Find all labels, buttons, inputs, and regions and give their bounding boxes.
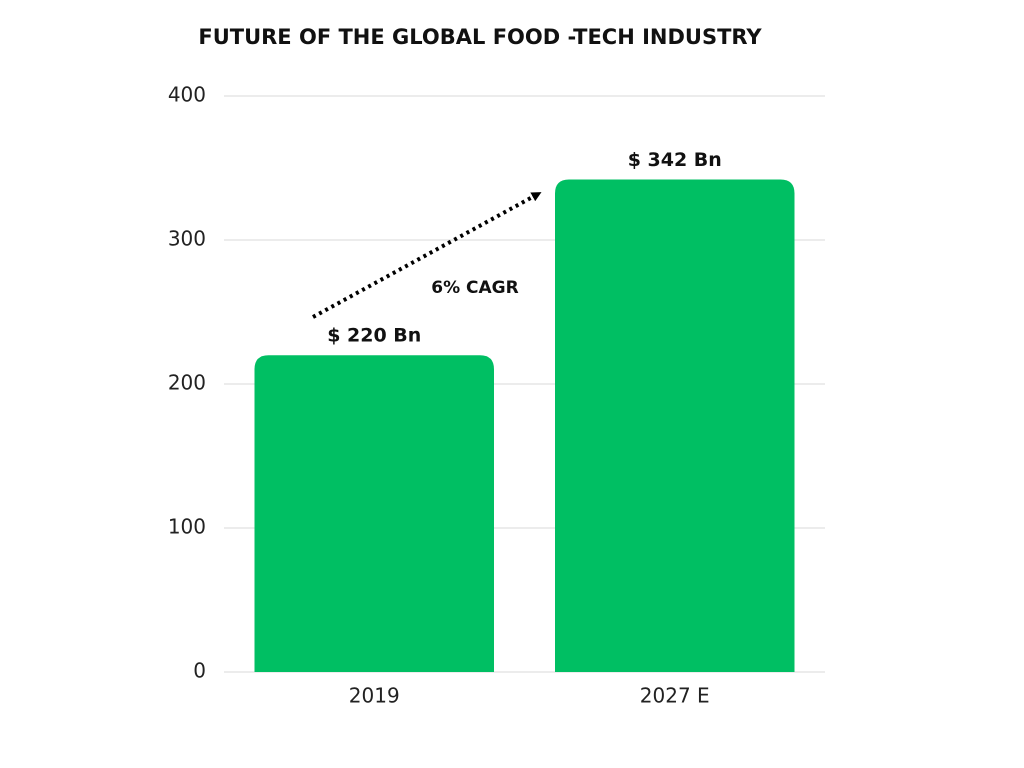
value-label: $ 220 Bn bbox=[327, 325, 421, 347]
bar bbox=[254, 355, 494, 672]
chart-title: FUTURE OF THE GLOBAL FOOD -TECH INDUSTRY bbox=[198, 25, 762, 49]
y-tick-label: 300 bbox=[168, 227, 206, 251]
bar bbox=[555, 179, 795, 672]
value-label: $ 342 Bn bbox=[628, 149, 722, 171]
annotation: 6% CAGR bbox=[431, 278, 518, 298]
x-tick-label: 2019 bbox=[349, 684, 400, 708]
y-tick-label: 400 bbox=[168, 83, 206, 107]
y-tick-label: 200 bbox=[168, 371, 206, 395]
cagr-arrow bbox=[312, 192, 542, 319]
y-tick-label: 100 bbox=[168, 515, 206, 539]
y-tick-label: 0 bbox=[193, 659, 206, 683]
x-tick-label: 2027 E bbox=[640, 684, 710, 708]
